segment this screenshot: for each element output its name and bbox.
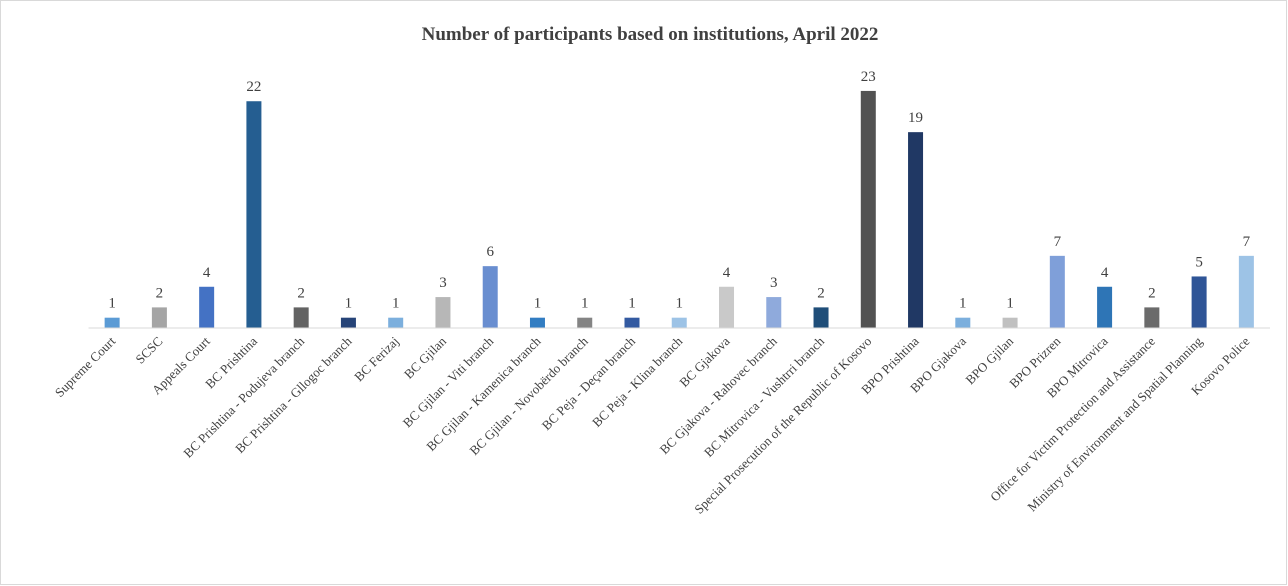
data-label: 3 — [770, 275, 778, 291]
bar — [104, 317, 120, 328]
bar — [340, 317, 356, 328]
bar — [577, 317, 593, 328]
bar — [955, 317, 971, 328]
chart-title: Number of participants based on institut… — [422, 24, 879, 45]
data-label: 4 — [1101, 265, 1109, 281]
bar — [860, 90, 876, 328]
bar — [529, 317, 545, 328]
data-label: 1 — [581, 296, 589, 312]
data-label: 2 — [297, 285, 305, 301]
data-label: 4 — [203, 265, 211, 281]
bar — [813, 307, 829, 328]
data-label: 1 — [628, 296, 636, 312]
bar — [1002, 317, 1018, 328]
data-label: 1 — [108, 296, 116, 312]
data-label: 1 — [676, 296, 684, 312]
data-label: 2 — [1148, 285, 1156, 301]
data-label: 1 — [1006, 296, 1014, 312]
data-label: 3 — [439, 275, 447, 291]
bar — [388, 317, 404, 328]
data-label: 19 — [908, 110, 923, 126]
bar — [1097, 286, 1113, 328]
bar — [1144, 307, 1160, 328]
bar — [293, 307, 309, 328]
bar — [199, 286, 215, 328]
bar — [246, 101, 262, 328]
data-label: 5 — [1195, 254, 1203, 270]
data-label: 7 — [1054, 234, 1062, 250]
data-label: 4 — [723, 265, 731, 281]
data-label: 23 — [861, 69, 876, 85]
data-label: 2 — [817, 285, 825, 301]
data-label: 1 — [959, 296, 967, 312]
bar — [1049, 255, 1065, 328]
data-label: 1 — [345, 296, 353, 312]
data-label: 7 — [1243, 234, 1251, 250]
bar — [1238, 255, 1254, 328]
bar — [624, 317, 640, 328]
bar — [766, 297, 782, 328]
data-label: 1 — [392, 296, 400, 312]
bar — [719, 286, 735, 328]
bar — [435, 297, 451, 328]
bar — [151, 307, 167, 328]
data-label: 2 — [156, 285, 164, 301]
bar — [482, 266, 498, 328]
bar — [671, 317, 687, 328]
data-label: 1 — [534, 296, 542, 312]
data-label: 22 — [246, 79, 261, 95]
data-label: 6 — [486, 244, 494, 260]
bar — [1191, 276, 1207, 328]
bar — [908, 132, 924, 328]
